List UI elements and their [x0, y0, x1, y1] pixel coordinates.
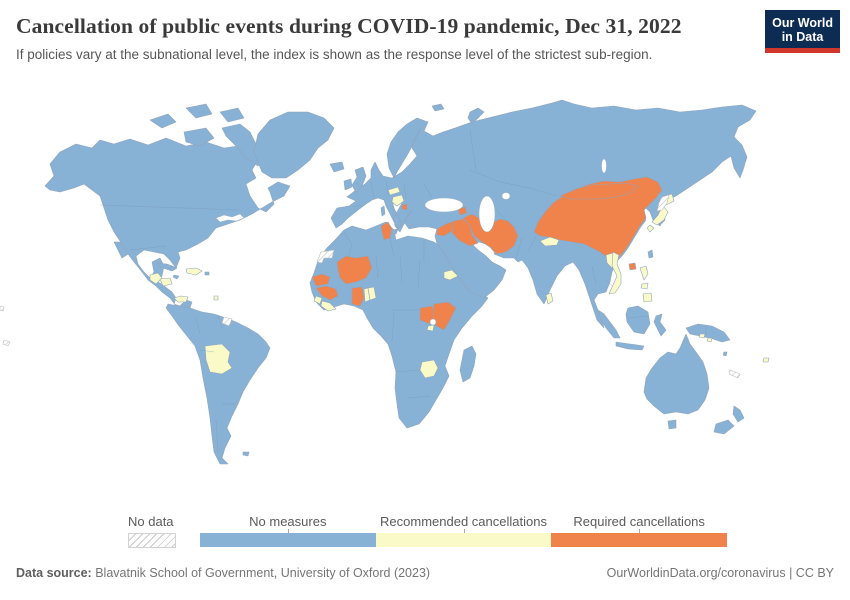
- map-region-canadian-arctic-islands[interactable]: [149, 103, 267, 167]
- black-sea: [424, 197, 464, 213]
- lake-baikal: [601, 158, 607, 174]
- map-region-new-zealand[interactable]: [713, 405, 745, 435]
- map-region-sardinia[interactable]: [380, 205, 386, 217]
- data-source-label: Data source:: [16, 566, 92, 580]
- owid-logo-line1: Our World: [772, 16, 833, 30]
- data-source-text: Blavatnik School of Government, Universi…: [91, 566, 431, 580]
- legend-no-data-label: No data: [128, 514, 174, 529]
- license-link[interactable]: OurWorldinData.org/coronavirus | CC BY: [606, 566, 834, 580]
- lake-victoria: [429, 318, 437, 326]
- map-region-sumatra[interactable]: [597, 309, 621, 339]
- map-region-greenland[interactable]: [253, 111, 335, 179]
- map-region-french-guiana[interactable]: [221, 316, 233, 327]
- legend-swatch-required[interactable]: [551, 533, 728, 547]
- legend-color-bar: [200, 533, 728, 547]
- legend-tick: [287, 529, 289, 533]
- aral-sea: [501, 192, 511, 200]
- map-region-mali[interactable]: [336, 255, 373, 285]
- legend-label-required: Required cancellations: [573, 514, 705, 529]
- legend-bar-wrap: No measures Recommended cancellations Re…: [200, 514, 728, 550]
- map-region-rwanda[interactable]: [426, 324, 435, 332]
- legend-label-recommended: Recommended cancellations: [380, 514, 547, 529]
- map-region-sri-lanka[interactable]: [545, 292, 554, 305]
- map-region-nepal[interactable]: [539, 236, 560, 247]
- map-region-java[interactable]: [615, 341, 645, 351]
- map-region-borneo[interactable]: [625, 305, 651, 335]
- map-region-zimbabwe[interactable]: [419, 359, 439, 379]
- chart-subtitle: If policies vary at the subnational leve…: [16, 47, 653, 62]
- map-region-honduras[interactable]: [159, 277, 173, 287]
- legend-tick: [463, 529, 465, 533]
- map-region-eritrea[interactable]: [443, 269, 459, 281]
- map-region-sierra-leone[interactable]: [313, 295, 323, 305]
- map-region-south-america[interactable]: [165, 303, 271, 465]
- legend-label-no-measures: No measures: [249, 514, 327, 529]
- legend-swatch-recommended[interactable]: [375, 533, 552, 547]
- map-region-puerto-rico[interactable]: [204, 271, 210, 276]
- map-region-svalbard[interactable]: [431, 103, 445, 112]
- map-region-panama[interactable]: [173, 295, 189, 303]
- caspian-sea: [478, 195, 496, 233]
- map-region-jamaica[interactable]: [172, 274, 180, 280]
- map-region-north-korea[interactable]: [656, 194, 670, 212]
- map-legend: No data No measures Recommended cancella…: [128, 514, 728, 550]
- map-region-fiji[interactable]: [762, 357, 770, 363]
- map-region-french-polynesia[interactable]: [0, 305, 11, 347]
- map-region-croatia[interactable]: [391, 194, 405, 207]
- legend-tick: [639, 529, 641, 533]
- map-region-benin[interactable]: [367, 286, 377, 301]
- data-source: Data source: Blavatnik School of Governm…: [16, 566, 430, 580]
- map-region-ghana[interactable]: [351, 286, 365, 307]
- map-region-cuba[interactable]: [156, 262, 178, 272]
- legend-no-data: No data: [128, 514, 178, 548]
- map-region-montenegro[interactable]: [401, 203, 408, 211]
- chart-title: Cancellation of public events during COV…: [16, 14, 682, 38]
- map-region-falkland-islands[interactable]: [242, 451, 250, 457]
- map-region-austria[interactable]: [387, 186, 401, 196]
- map-region-mongolia[interactable]: [559, 182, 639, 200]
- map-region-solomon-islands[interactable]: [698, 333, 713, 343]
- owid-logo-line2: in Data: [781, 30, 824, 44]
- owid-logo-red-bar: [765, 48, 840, 53]
- map-region-liberia[interactable]: [320, 300, 337, 312]
- map-region-armenia[interactable]: [457, 206, 468, 216]
- map-region-guatemala[interactable]: [149, 272, 163, 285]
- map-region-tasmania[interactable]: [667, 419, 677, 430]
- chart-header: Cancellation of public events during COV…: [16, 14, 760, 62]
- world-choropleth-map[interactable]: [0, 90, 850, 510]
- map-region-united-kingdom[interactable]: [351, 166, 367, 194]
- country-borders: [99, 129, 707, 453]
- map-region-syria[interactable]: [436, 220, 455, 237]
- map-region-australia[interactable]: [643, 333, 710, 415]
- map-region-madagascar[interactable]: [459, 345, 477, 383]
- map-region-new-guinea[interactable]: [685, 323, 731, 343]
- map-region-trinidad[interactable]: [213, 295, 219, 301]
- map-region-vietnam[interactable]: [608, 251, 622, 295]
- map-region-iceland[interactable]: [329, 161, 345, 173]
- map-region-vanuatu[interactable]: [722, 351, 728, 357]
- legend-swatch-no-measures[interactable]: [200, 533, 376, 547]
- owid-logo[interactable]: Our World in Data: [765, 10, 840, 53]
- map-region-western-sahara[interactable]: [316, 249, 335, 264]
- map-region-sulawesi[interactable]: [653, 313, 667, 337]
- great-lakes: [215, 213, 245, 223]
- map-region-taiwan[interactable]: [647, 249, 654, 259]
- map-region-ireland[interactable]: [343, 178, 353, 191]
- no-data-swatch[interactable]: [128, 533, 176, 548]
- map-region-philippines[interactable]: [639, 265, 653, 303]
- map-region-hispaniola[interactable]: [185, 267, 203, 276]
- map-region-novaya-zemlya[interactable]: [467, 107, 485, 125]
- map-region-new-caledonia[interactable]: [728, 369, 741, 379]
- map-region-guinea[interactable]: [315, 285, 339, 301]
- map-region-senegal[interactable]: [311, 273, 331, 287]
